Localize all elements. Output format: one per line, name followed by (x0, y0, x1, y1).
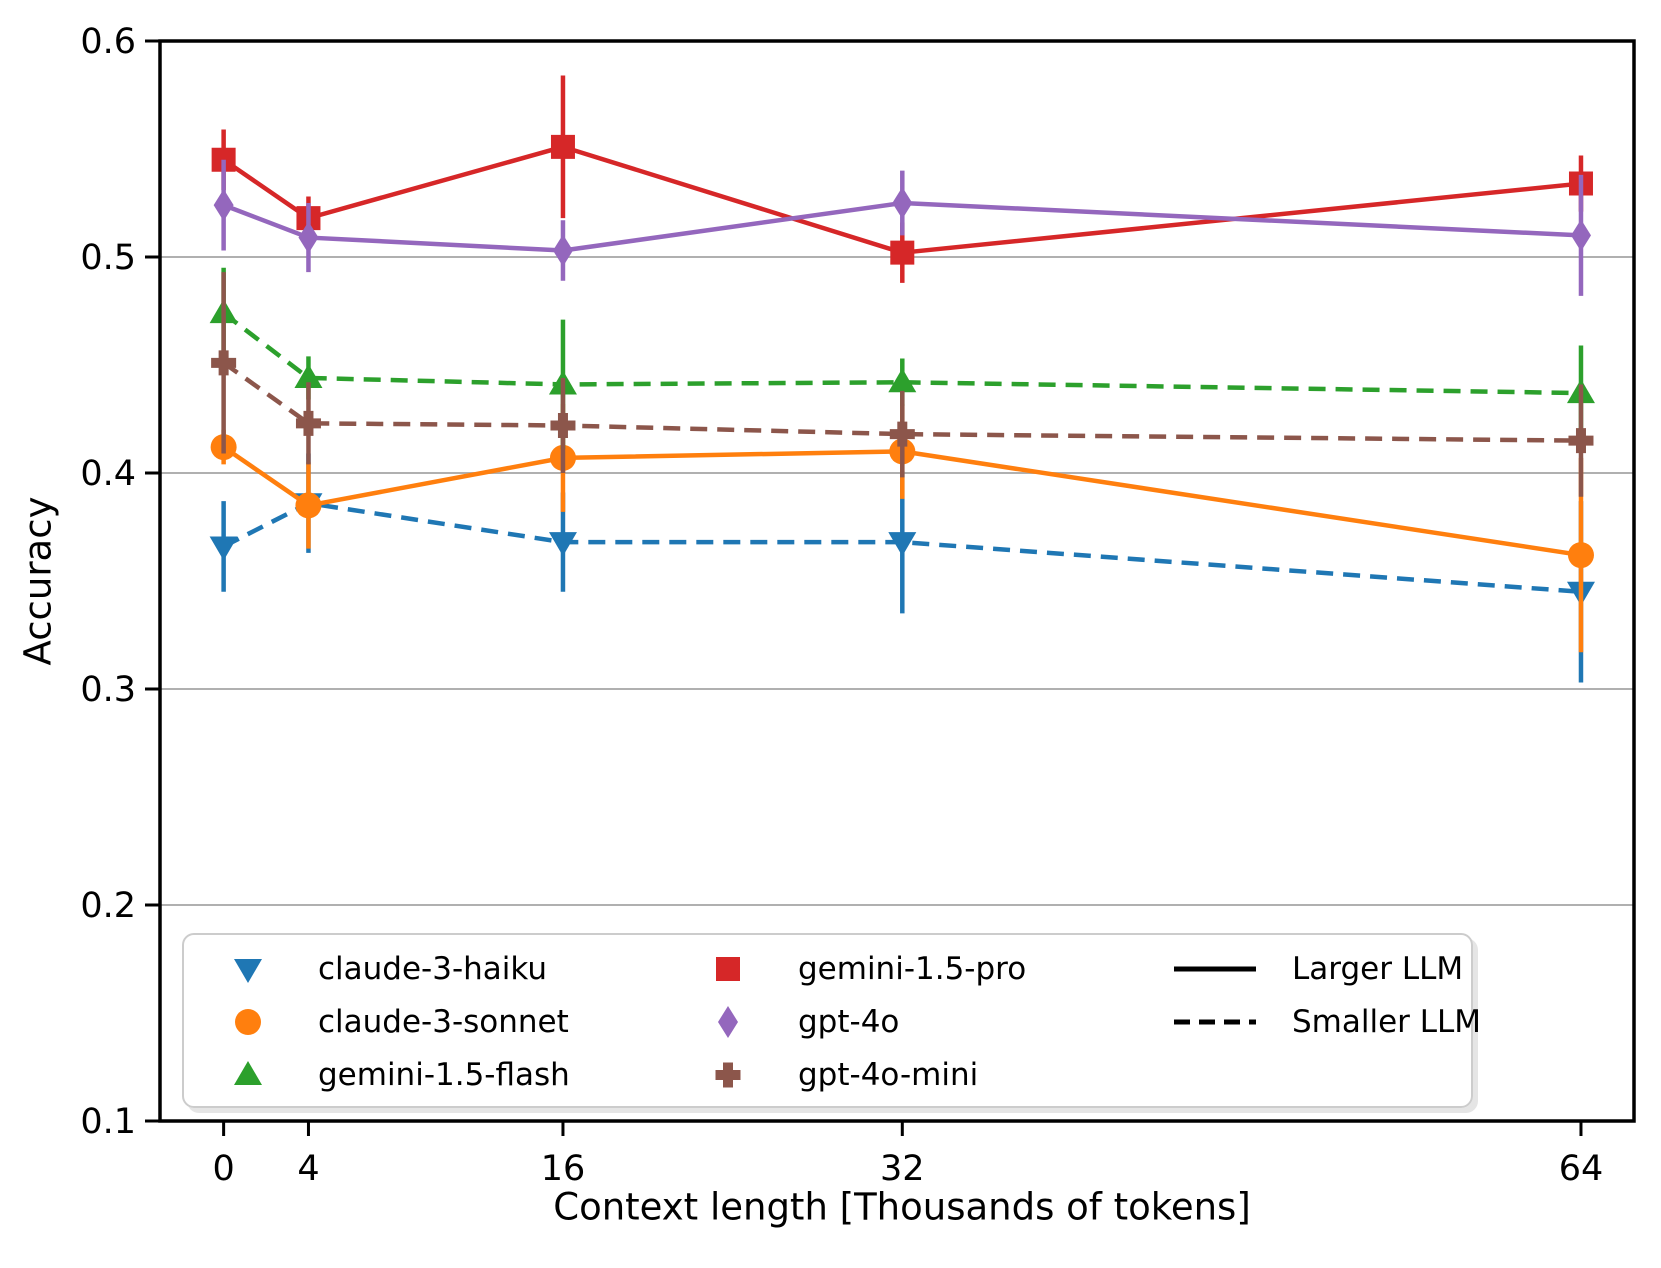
thin-diamond-glyph (718, 1005, 738, 1038)
solid-line-icon (1160, 949, 1270, 989)
legend-label-gpt-4o-mini: gpt-4o-mini (798, 1056, 979, 1093)
y-tick-label-0.4: 0.4 (80, 454, 136, 494)
legend-label-gpt-4o: gpt-4o (798, 1003, 900, 1040)
y-tick-label-0.2: 0.2 (80, 886, 136, 926)
legend-label-smaller-llm: Smaller LLM (1292, 1003, 1482, 1040)
x-axis-label: Context length [Thousands of tokens] (553, 1185, 1251, 1229)
series-gpt-4o (213, 159, 1591, 296)
data-point-claude-3-haiku-x0 (209, 536, 238, 561)
data-point-gpt-4o-mini-x0 (211, 350, 237, 376)
plus-glyph (715, 1062, 741, 1087)
triangle-up-icon (200, 1055, 296, 1095)
x-tick-label-32: 32 (880, 1149, 925, 1189)
legend-item-claude-3-haiku: claude-3-haiku (200, 942, 680, 995)
y-tick-label-0.1: 0.1 (80, 1102, 136, 1142)
plus-icon (680, 1055, 776, 1095)
legend-column-2: gemini-1.5-pro gpt-4o gpt-4o-mini (680, 942, 1160, 1101)
data-point-gpt-4o-x0 (213, 189, 234, 222)
legend-column-1: claude-3-haiku claude-3-sonnet gemini-1.5-… (200, 942, 680, 1101)
legend-label-larger-llm: Larger LLM (1292, 950, 1464, 987)
legend-item-claude-3-sonnet: claude-3-sonnet (200, 995, 680, 1048)
thin-diamond-icon (680, 1002, 776, 1042)
data-point-claude-3-haiku-x16 (548, 532, 577, 557)
legend-item-gemini-1.5-flash: gemini-1.5-flash (200, 1048, 680, 1101)
legend-item-gpt-4o-mini: gpt-4o-mini (680, 1048, 1160, 1101)
series-gpt-4o-mini (211, 272, 1594, 497)
data-point-claude-3-haiku-x32 (888, 532, 917, 557)
data-point-gemini-1.5-flash-x32 (888, 368, 917, 393)
series-gemini-1.5-pro (211, 75, 1593, 283)
y-tick-label-0.5: 0.5 (80, 238, 136, 278)
legend-label-claude-3-haiku: claude-3-haiku (318, 950, 548, 987)
square-glyph (716, 956, 740, 981)
data-point-gpt-4o-mini-x32 (889, 421, 915, 447)
legend: claude-3-haiku claude-3-sonnet gemini-1.5-… (182, 933, 1481, 1108)
x-tick-label-4: 4 (297, 1149, 319, 1189)
data-point-gpt-4o-mini-x64 (1568, 428, 1594, 454)
circle-glyph (235, 1008, 261, 1035)
triangle-down-glyph (234, 958, 262, 983)
legend-item-larger-llm: Larger LLM (1160, 942, 1481, 995)
x-tick-label-0: 0 (212, 1149, 234, 1189)
square-icon (680, 949, 776, 989)
legend-label-gemini-1.5-pro: gemini-1.5-pro (798, 950, 1027, 987)
legend-item-gemini-1.5-pro: gemini-1.5-pro (680, 942, 1160, 995)
legend-item-smaller-llm: Smaller LLM (1160, 995, 1481, 1048)
data-point-claude-3-sonnet-x4 (295, 492, 322, 519)
y-axis-label: Accuracy (16, 496, 60, 666)
legend-label-gemini-1.5-flash: gemini-1.5-flash (318, 1056, 570, 1093)
y-tick-label-0.6: 0.6 (80, 22, 136, 62)
x-tick-label-16: 16 (541, 1149, 586, 1189)
legend-label-claude-3-sonnet: claude-3-sonnet (318, 1003, 569, 1040)
data-point-gemini-1.5-pro-x16 (550, 134, 575, 159)
data-point-gemini-1.5-pro-x32 (890, 240, 915, 265)
data-point-gpt-4o-mini-x4 (295, 410, 321, 436)
y-tick-label-0.3: 0.3 (80, 670, 136, 710)
data-point-gpt-4o-x16 (552, 234, 573, 267)
data-point-gpt-4o-x4 (298, 221, 319, 254)
triangle-down-icon (200, 949, 296, 989)
plot-border (158, 39, 1636, 1123)
data-point-gpt-4o-mini-x16 (550, 412, 576, 438)
triangle-up-glyph (234, 1060, 262, 1085)
data-point-gpt-4o-x32 (892, 187, 913, 219)
data-point-gemini-1.5-flash-x4 (294, 363, 323, 388)
dashed-line-icon (1160, 1002, 1270, 1042)
data-point-claude-3-sonnet-x64 (1567, 542, 1594, 569)
legend-column-3: Larger LLM Smaller LLM (1160, 942, 1481, 1101)
x-tick-label-64: 64 (1559, 1149, 1604, 1189)
data-point-gpt-4o-x64 (1570, 219, 1591, 252)
circle-icon (200, 1002, 296, 1042)
legend-item-gpt-4o: gpt-4o (680, 995, 1160, 1048)
